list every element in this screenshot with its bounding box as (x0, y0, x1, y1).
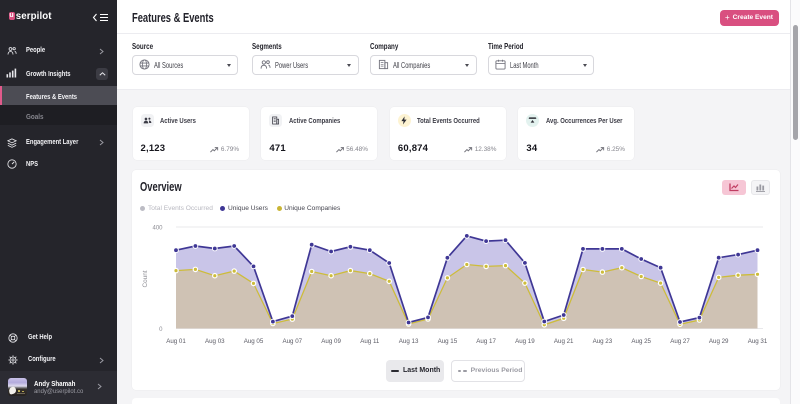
svg-text:Aug 15: Aug 15 (437, 337, 457, 344)
svg-text:Aug 07: Aug 07 (282, 337, 302, 344)
svg-text:Count: Count (142, 270, 149, 287)
svg-text:Aug 25: Aug 25 (631, 337, 651, 344)
svg-text:Aug 05: Aug 05 (243, 337, 263, 344)
svg-text:Aug 13: Aug 13 (398, 337, 418, 344)
svg-text:Aug 23: Aug 23 (592, 337, 612, 344)
svg-text:Aug 11: Aug 11 (360, 337, 380, 344)
svg-text:Aug 17: Aug 17 (476, 337, 496, 344)
svg-text:Aug 21: Aug 21 (553, 337, 573, 344)
svg-text:Aug 09: Aug 09 (321, 337, 341, 344)
svg-text:Aug 27: Aug 27 (670, 337, 690, 344)
svg-text:0: 0 (159, 327, 163, 333)
svg-text:Aug 01: Aug 01 (166, 337, 186, 344)
svg-text:Aug 31: Aug 31 (747, 337, 767, 344)
svg-text:Aug 03: Aug 03 (204, 337, 224, 344)
svg-text:400: 400 (152, 225, 163, 231)
svg-text:Aug 19: Aug 19 (515, 337, 535, 344)
svg-text:Aug 29: Aug 29 (708, 337, 728, 344)
